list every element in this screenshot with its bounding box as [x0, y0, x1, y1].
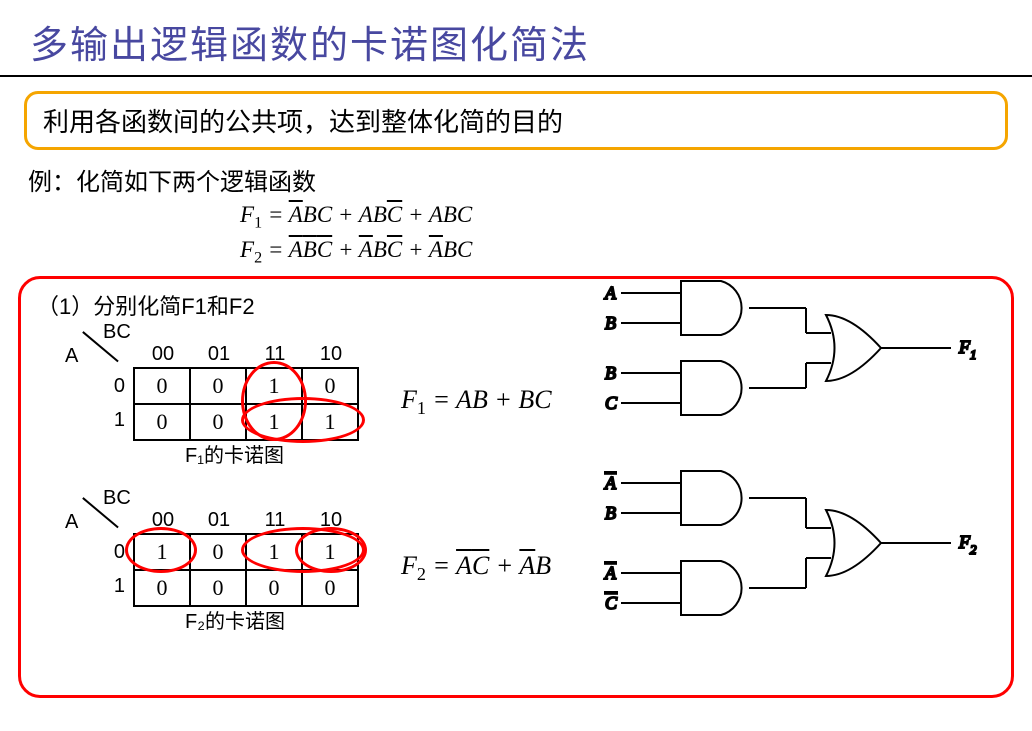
page-title: 多输出逻辑函数的卡诺图化简法: [0, 0, 1032, 77]
kmap-group-ring: [241, 397, 365, 443]
kmap-cell: 0: [246, 570, 302, 606]
kmap-cell: 0: [134, 404, 190, 440]
label-C: C: [605, 393, 618, 413]
label-Abar: A: [604, 473, 617, 493]
kmap-cell: 0: [134, 570, 190, 606]
kmap-bc-label: BC: [103, 321, 131, 344]
kmap-f1: BC A 00011110 01 00100011 F₁的卡诺图: [65, 321, 365, 451]
label-Abar: A: [604, 563, 617, 583]
kmap-col: 01: [191, 509, 247, 532]
kmap-cell: 0: [134, 368, 190, 404]
label-B: B: [605, 363, 616, 383]
kmap-row: 1: [107, 403, 125, 437]
kmap-f2: BC A 00011110 01 10110000 F₂的卡诺图: [65, 487, 365, 617]
label-B: B: [605, 313, 616, 333]
kmap-cell: 0: [190, 570, 246, 606]
kmap-col: 00: [135, 343, 191, 366]
kmap-cell: 0: [190, 368, 246, 404]
formula-f1: F1 = ABC + ABC + ABC: [240, 199, 1032, 234]
kmap-row: 0: [107, 369, 125, 403]
given-formulas: F1 = ABC + ABC + ABC F2 = ABC + ABC + AB…: [240, 199, 1032, 270]
kmap-cell: 0: [302, 570, 358, 606]
formula-f2: F2 = ABC + ABC + ABC: [240, 234, 1032, 269]
kmap-caption: F₁的卡诺图: [185, 439, 284, 468]
circuit-panel: A B B C F1 A B: [581, 273, 1001, 683]
result-f1: F1 = AB + BC: [401, 385, 552, 419]
kmap-col-headers: 00011110: [135, 343, 359, 366]
kmap-cell: 0: [190, 534, 246, 570]
kmap-col: 10: [303, 343, 359, 366]
result-f2: F2 = AC + AB: [401, 551, 551, 585]
kmap-bc-label: BC: [103, 487, 131, 510]
kmap-row-headers: 01: [107, 535, 125, 603]
kmap-row: 0: [107, 535, 125, 569]
kmap-row: 1: [107, 569, 125, 603]
kmap-a-label: A: [65, 511, 78, 534]
kmap-caption: F₂的卡诺图: [185, 605, 285, 634]
kmap-cell: 0: [190, 404, 246, 440]
solution-box: （1）分别化简F1和F2 BC A 00011110 01 00100011 F…: [18, 276, 1014, 698]
kmap-group-ring: [125, 527, 197, 573]
callout-box: 利用各函数间的公共项，达到整体化简的目的: [24, 91, 1008, 150]
circuit-svg: A B B C F1 A B: [581, 273, 1001, 683]
example-intro: 例：化简如下两个逻辑函数: [28, 162, 1004, 197]
kmap-row-headers: 01: [107, 369, 125, 437]
kmap-a-label: A: [65, 345, 78, 368]
label-A: A: [604, 283, 617, 303]
label-Cbar: C: [605, 593, 618, 613]
label-F2: F2: [958, 532, 977, 557]
kmap-col: 01: [191, 343, 247, 366]
label-B: B: [605, 503, 616, 523]
label-F1: F1: [958, 337, 977, 362]
kmap-group-ring: [241, 527, 365, 573]
